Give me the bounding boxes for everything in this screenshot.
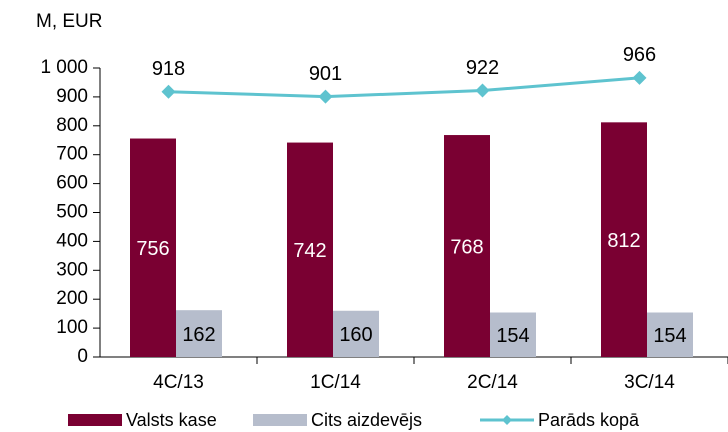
y-axis-label: M, EUR [36,11,103,32]
bar-value-label: 756 [136,238,169,260]
bar [287,142,333,357]
bar [647,312,693,357]
bar-value-label: 160 [339,324,372,346]
bar-value-label: 154 [653,325,686,347]
bar [176,310,222,357]
bar [333,310,379,357]
y-tick-label: 0 [77,346,88,367]
y-tick-label: 1 000 [40,57,88,78]
line-value-label: 966 [623,44,656,66]
bar-value-label: 154 [496,325,529,347]
y-tick-label: 800 [56,115,88,136]
bar-value-label: 812 [607,230,640,252]
bar [490,312,536,357]
x-tick-label: 3C/14 [624,372,675,393]
legend-label: Valsts kase [126,410,217,430]
line-marker [632,70,647,85]
line [168,76,640,99]
y-tick-label: 300 [56,259,88,280]
bar [444,135,490,357]
line-value-label: 918 [152,58,185,80]
bar-value-label: 742 [293,240,326,262]
legend-swatch [502,415,512,425]
y-tick-label: 600 [56,173,88,194]
y-tick-label: 100 [56,317,88,338]
line-marker [475,83,490,98]
legend-swatch [253,414,307,426]
legend-swatch [68,414,122,426]
y-tick-label: 700 [56,144,88,165]
x-tick-label: 4C/13 [153,372,204,393]
line-marker [161,84,176,99]
legend-label: Cits aizdevējs [311,410,422,430]
y-tick-label: 400 [56,230,88,251]
y-tick-label: 500 [56,202,88,223]
bar-value-label: 768 [450,236,483,258]
y-tick-label: 900 [56,86,88,107]
line-value-label: 901 [309,63,342,85]
line-value-label: 922 [466,57,499,79]
line-marker [318,89,333,104]
y-tick-label: 200 [56,288,88,309]
bar [130,138,176,357]
bar [601,122,647,357]
x-tick-label: 2C/14 [467,372,518,393]
x-tick-label: 1C/14 [310,372,361,393]
legend-label: Parāds kopā [538,410,640,430]
bar-value-label: 162 [182,324,215,346]
